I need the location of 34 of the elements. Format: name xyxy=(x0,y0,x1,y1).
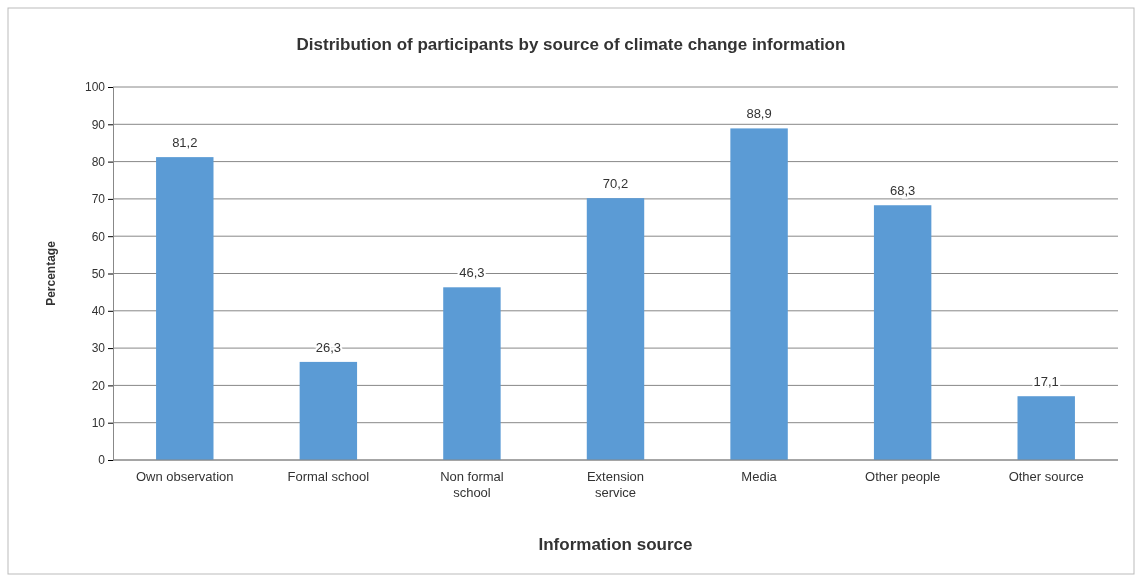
data-label: 26,3 xyxy=(315,339,342,355)
bar xyxy=(1017,396,1075,460)
x-axis-title: Information source xyxy=(538,535,693,554)
x-tick-label: Own observation xyxy=(136,469,234,485)
y-tick-label: 20 xyxy=(91,378,106,393)
data-label: 70,2 xyxy=(602,176,629,192)
bar xyxy=(586,198,645,460)
bar xyxy=(299,361,358,460)
chart-title: Distribution of participants by source of climate change information xyxy=(296,35,846,54)
x-tick-label: Extension service xyxy=(586,469,645,500)
y-tick-label: 40 xyxy=(91,304,106,319)
y-tick-label: 0 xyxy=(98,453,106,468)
y-tick-label: 90 xyxy=(91,117,106,132)
data-label: 17,1 xyxy=(1033,374,1059,390)
y-tick-label: 10 xyxy=(91,416,106,431)
x-tick-label: Media xyxy=(741,469,778,485)
bar xyxy=(156,157,214,460)
bar xyxy=(443,287,501,460)
x-tick-label: Other people xyxy=(865,469,941,485)
y-tick-label: 70 xyxy=(91,192,106,207)
bar xyxy=(730,128,788,460)
x-tick-label: Other source xyxy=(1008,469,1084,485)
y-tick-label: 60 xyxy=(91,229,106,244)
y-tick-label: 80 xyxy=(91,154,106,169)
y-axis-title: Percentage xyxy=(44,240,58,306)
x-tick-label: Non formal school xyxy=(440,469,504,500)
data-label: 88,9 xyxy=(746,106,772,122)
y-tick-label: 30 xyxy=(91,341,106,356)
data-label: 68,3 xyxy=(889,183,916,199)
x-tick-label: Formal school xyxy=(287,469,370,485)
y-tick-label: 50 xyxy=(91,266,106,281)
y-tick-label: 100 xyxy=(84,80,106,95)
data-label: 81,2 xyxy=(172,135,198,151)
bar xyxy=(873,205,932,460)
